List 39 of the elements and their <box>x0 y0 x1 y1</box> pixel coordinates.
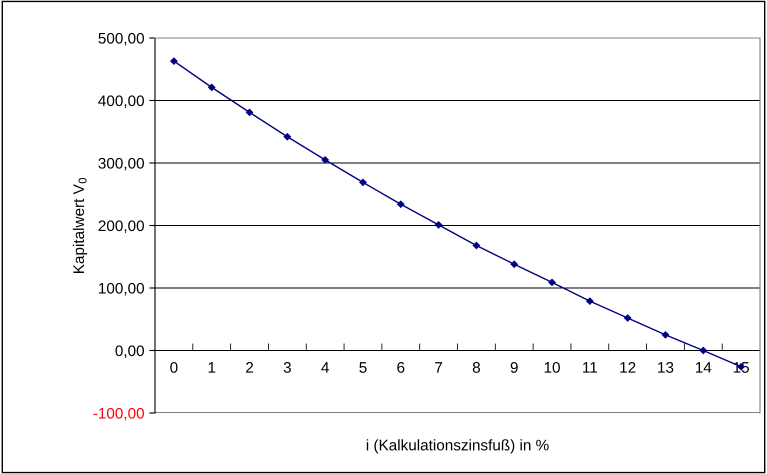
x-tick-label: 12 <box>620 362 636 373</box>
point <box>700 346 707 354</box>
x-tick-label: 2 <box>246 362 254 373</box>
point <box>624 314 632 322</box>
point <box>472 242 480 250</box>
y-tick-label: 200,00 <box>98 220 144 233</box>
x-tick-label: 5 <box>359 362 367 373</box>
y-tick-label: 100,00 <box>99 282 144 296</box>
x-tick-label: 8 <box>472 362 480 373</box>
x-tick-label: 4 <box>321 362 329 373</box>
x-tick-label: 1 <box>208 362 216 373</box>
point <box>586 297 594 305</box>
point <box>397 200 404 208</box>
x-tick-label: 3 <box>284 362 291 373</box>
point <box>548 278 556 286</box>
x-tick-label: 11 <box>583 362 598 373</box>
y-tick-label: 500,00 <box>98 32 144 46</box>
x-axis-title: i (Kalkulationszinsfuß) in % <box>366 439 549 454</box>
point <box>208 84 216 92</box>
y-tick-label: 300,00 <box>98 158 144 170</box>
x-tick-label: 0 <box>170 362 178 373</box>
point <box>662 331 670 339</box>
x-tick-label: 14 <box>696 362 712 373</box>
x-tick-label: 7 <box>435 362 442 373</box>
y-tick-label: 400,00 <box>98 95 144 108</box>
point <box>322 156 329 164</box>
point <box>359 178 367 186</box>
point <box>246 108 254 116</box>
point <box>434 221 442 229</box>
point <box>170 57 178 65</box>
y-axis-title: Kapitalwert V$_{0}$ <box>72 178 88 273</box>
y-tick-label: 0,00 <box>115 345 144 358</box>
x-tick-label: 10 <box>544 362 560 373</box>
x-tick-label: 9 <box>510 362 518 373</box>
x-tick-label: 13 <box>658 362 674 373</box>
point <box>510 260 518 268</box>
point <box>284 133 291 140</box>
x-tick-label: 6 <box>397 362 404 373</box>
y-tick-label: -100,00 <box>93 408 144 420</box>
